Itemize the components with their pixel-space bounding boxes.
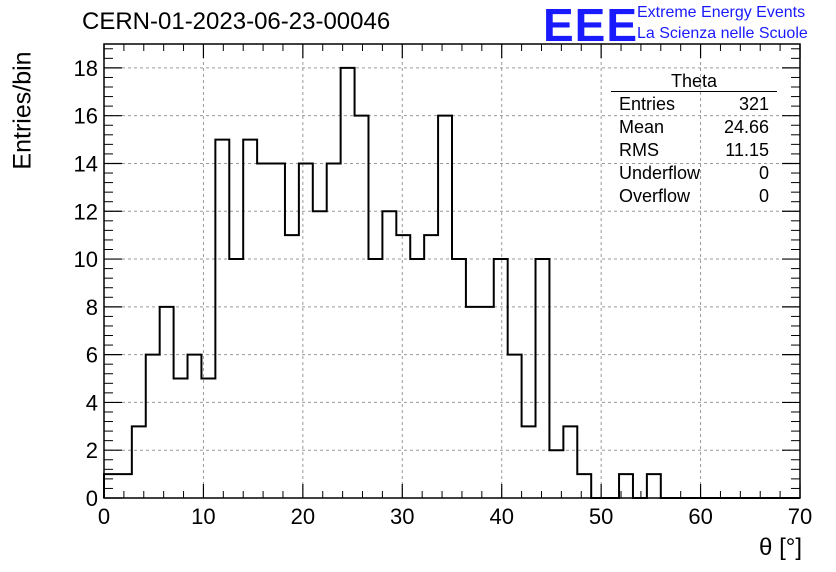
histogram-bin (271, 163, 285, 498)
stats-label: Mean (619, 117, 665, 137)
histogram-bin (508, 355, 522, 498)
stats-label: RMS (619, 140, 659, 160)
histogram-bin (396, 235, 410, 498)
plot-frame (103, 43, 801, 499)
stats-label: Entries (619, 94, 676, 114)
y-tick-label: 18 (74, 56, 98, 81)
stats-row-entries: Entries 321 (611, 93, 777, 116)
logo-caption: Extreme Energy Events La Scienza nelle S… (637, 2, 808, 44)
histogram-bin (522, 426, 536, 498)
histogram-bin (243, 140, 257, 498)
y-tick-label: 10 (74, 247, 98, 272)
logo-caption-line1: Extreme Energy Events (637, 4, 806, 21)
stats-row-rms: RMS 11.15 (611, 139, 777, 162)
eee-logo: EEE (543, 0, 639, 51)
histogram-bin (577, 474, 591, 498)
x-tick-labels: 0 10 20 30 40 50 60 70 (98, 504, 812, 529)
histogram-bin (647, 474, 661, 498)
histogram-bin (341, 68, 355, 498)
histogram-outline (103, 66, 800, 499)
histogram-bin (201, 379, 215, 498)
y-axis-label: Entries/bin (8, 51, 37, 170)
histogram-bin (285, 235, 299, 498)
histogram-bin (229, 259, 243, 498)
y-tick-label: 0 (86, 486, 98, 511)
stats-label: Overflow (619, 186, 691, 206)
histogram-bin (410, 259, 424, 498)
histogram-bin (104, 474, 118, 498)
histogram-bin (368, 259, 382, 498)
stats-row-mean: Mean 24.66 (611, 116, 777, 139)
x-tick-label: 60 (688, 504, 712, 529)
chart-title: CERN-01-2023-06-23-00046 (82, 8, 391, 35)
histogram-bin (480, 307, 494, 498)
y-tick-label: 2 (86, 438, 98, 463)
stats-value: 0 (758, 163, 769, 183)
stats-title: Theta (611, 72, 777, 92)
y-tick-label: 6 (86, 343, 98, 368)
x-axis-label: θ [°] (759, 534, 802, 561)
x-tick-label: 10 (191, 504, 215, 529)
histogram-bin (452, 259, 466, 498)
histogram-bin (299, 163, 313, 498)
histogram-bin (549, 450, 563, 498)
histogram-bin (494, 259, 508, 498)
stats-value: 11.15 (725, 140, 769, 160)
y-tick-label: 16 (74, 104, 98, 129)
x-tick-label: 20 (291, 504, 315, 529)
stats-label: Underflow (619, 163, 701, 183)
histogram-bin (188, 355, 202, 498)
histogram-bin (174, 379, 188, 498)
histogram-bin (424, 235, 438, 498)
histogram-bin (536, 259, 550, 498)
y-tick-label: 14 (74, 151, 98, 176)
histogram-bin (118, 474, 132, 498)
stats-row-underflow: Underflow 0 (611, 162, 777, 185)
y-tick-labels: 0 2 4 6 8 10 12 14 16 18 (74, 56, 98, 511)
stats-row-overflow: Overflow 0 (611, 185, 777, 208)
histogram-bin (146, 355, 160, 498)
x-tick-label: 50 (589, 504, 613, 529)
histogram-bin (327, 163, 341, 498)
histogram-bin (215, 140, 229, 498)
x-tick-label: 30 (390, 504, 414, 529)
stats-value: 0 (758, 186, 769, 206)
x-tick-label: 0 (98, 504, 110, 529)
histogram-bin (132, 426, 146, 498)
logo-caption-line2: La Scienza nelle Scuole (637, 25, 808, 42)
x-tick-label: 70 (788, 504, 812, 529)
histogram-bin (563, 426, 577, 498)
stats-value: 321 (738, 94, 769, 114)
y-tick-label: 12 (74, 199, 98, 224)
y-tick-label: 8 (86, 295, 98, 320)
histogram-bin (257, 163, 271, 498)
y-tick-label: 4 (86, 390, 98, 415)
stats-box: Theta Entries 321 Mean 24.66 RMS 11.15 U… (611, 72, 777, 208)
x-tick-label: 40 (489, 504, 513, 529)
stats-value: 24.66 (723, 117, 769, 137)
